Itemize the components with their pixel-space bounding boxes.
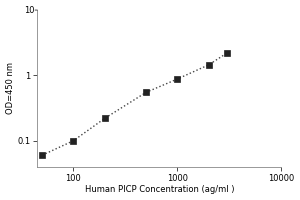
Y-axis label: OD=450 nm: OD=450 nm bbox=[6, 62, 15, 114]
Text: 10: 10 bbox=[25, 6, 35, 15]
X-axis label: Human PICP Concentration (ag/ml ): Human PICP Concentration (ag/ml ) bbox=[85, 185, 234, 194]
